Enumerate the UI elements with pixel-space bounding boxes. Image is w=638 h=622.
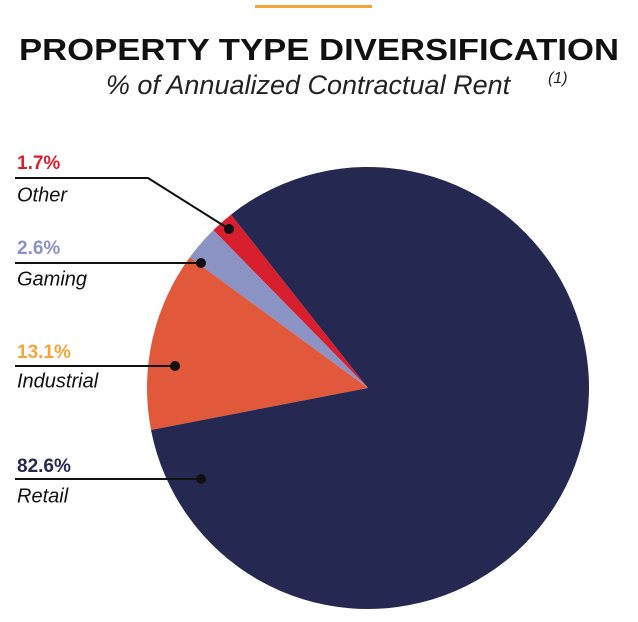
value-label: 82.6% (17, 456, 71, 477)
labels: 1.7% Other 2.6% Gaming 13.1% Industrial 82.6% R… (15, 153, 234, 507)
pie-slice (151, 167, 590, 609)
category-label: Retail (17, 485, 69, 507)
pie-slice (213, 214, 368, 388)
chart-subtitle: % of Annualized Contractual Rent (106, 70, 512, 100)
leader-dot (224, 224, 234, 234)
leader-dot (170, 361, 180, 371)
value-label: 13.1% (17, 342, 71, 363)
subtitle-note: (1) (548, 70, 568, 87)
leader-dot (196, 474, 206, 484)
pie-slice (147, 257, 368, 430)
leader-dot (196, 258, 206, 268)
value-label: 1.7% (17, 153, 60, 174)
leader-line (15, 177, 230, 230)
pie-slice (189, 230, 368, 388)
chart-title: PROPERTY TYPE DIVERSIFICATION (19, 32, 619, 67)
category-label: Other (17, 184, 68, 206)
value-label: 2.6% (17, 238, 60, 259)
category-label: Gaming (17, 268, 87, 290)
category-label: Industrial (17, 370, 99, 392)
pie (147, 167, 590, 609)
accent-bar (255, 5, 372, 8)
